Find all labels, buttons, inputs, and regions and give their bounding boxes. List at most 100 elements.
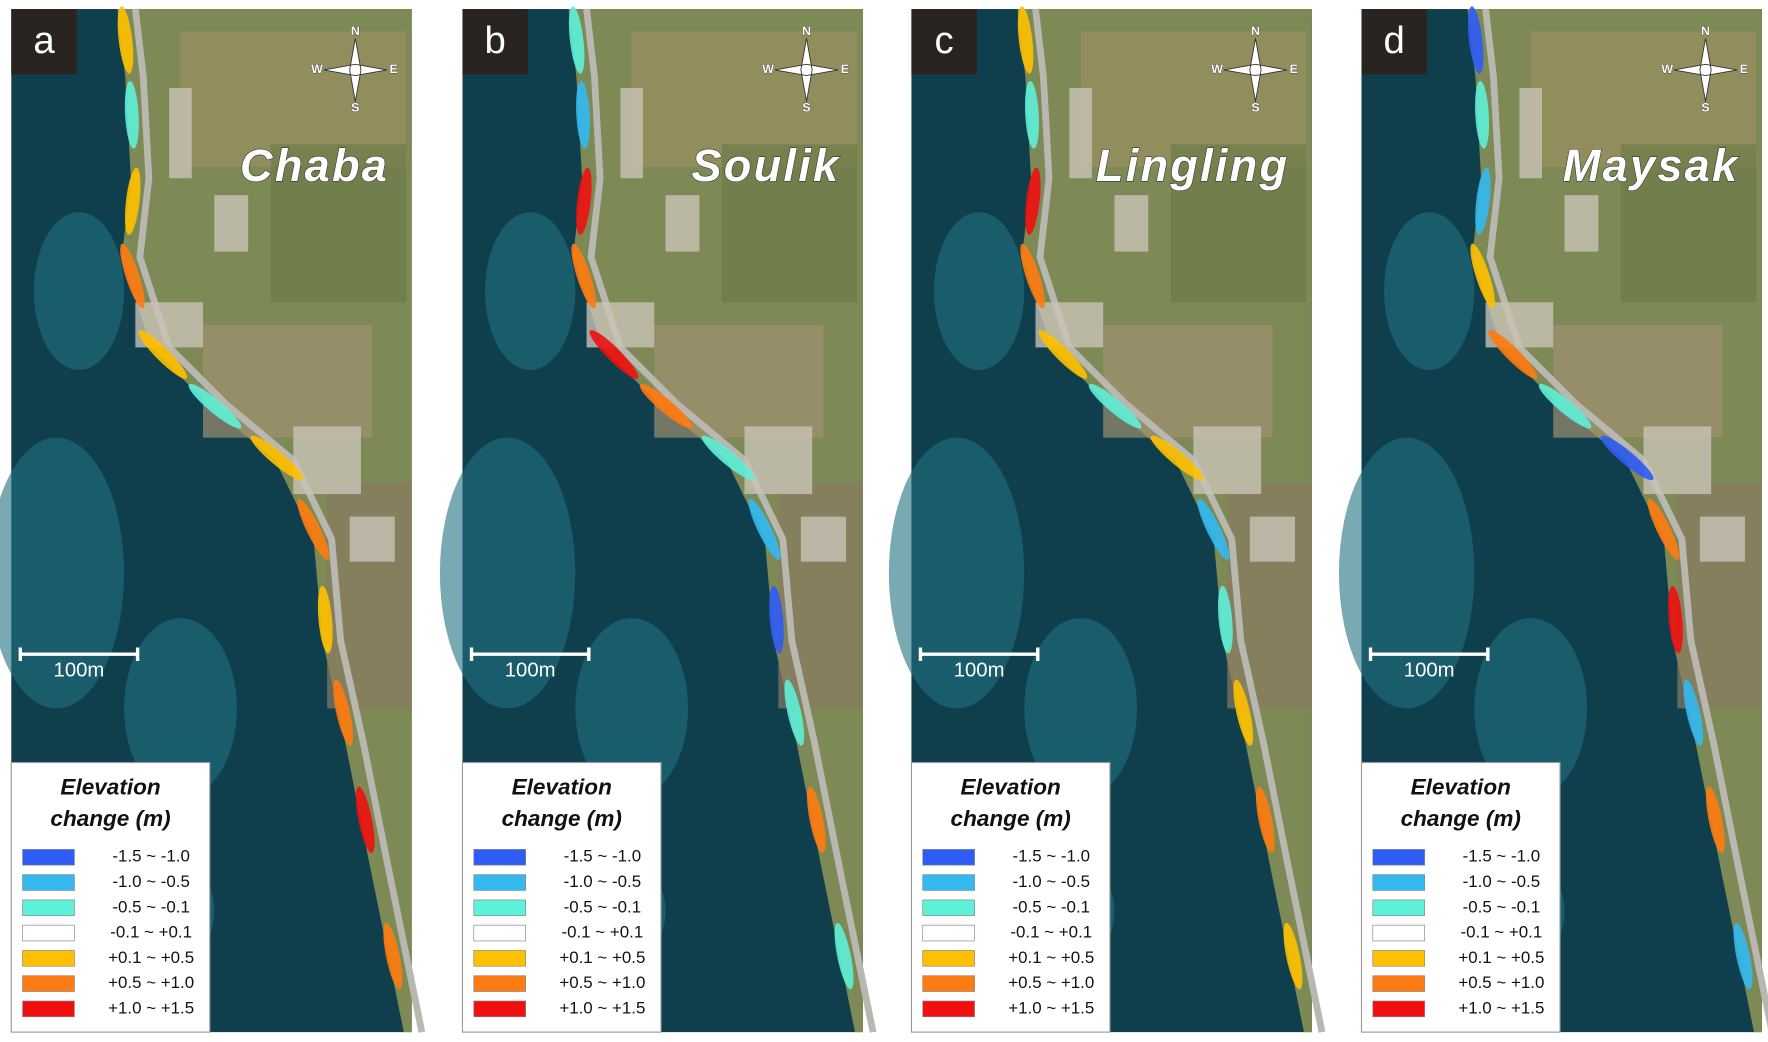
legend-item: +1.0 ~ +1.5 — [108, 998, 194, 1017]
building — [744, 426, 813, 495]
elevation-patch — [576, 167, 592, 235]
compass-s: S — [1251, 101, 1259, 115]
building — [800, 516, 846, 562]
elevation-patch — [1024, 80, 1039, 149]
shallow-water — [439, 437, 576, 709]
road — [1482, 8, 1768, 1030]
building — [214, 195, 249, 252]
shallow-water — [0, 437, 125, 709]
elevation-patch — [589, 330, 639, 379]
scale-bar-label: 100m — [505, 660, 556, 682]
legend-item: +0.5 ~ +1.0 — [1458, 973, 1544, 992]
building — [1114, 195, 1149, 252]
scale-bar — [1368, 647, 1490, 662]
building — [1249, 516, 1295, 562]
legend-item: +1.0 ~ +1.5 — [1008, 998, 1094, 1017]
building — [665, 195, 700, 252]
elevation-patch — [576, 80, 591, 149]
compass-e: E — [841, 62, 849, 76]
elevation-patch — [1470, 243, 1495, 309]
building — [1564, 195, 1599, 252]
storm-name: Chaba — [240, 140, 389, 191]
legend-title: Elevation — [961, 774, 1061, 799]
elevation-patch — [1038, 330, 1088, 379]
compass-n: N — [351, 24, 360, 38]
shallow-water — [933, 212, 1025, 370]
compass-s: S — [351, 101, 359, 115]
legend-item: -0.5 ~ -0.1 — [564, 897, 642, 916]
elevation-patch — [1025, 167, 1041, 235]
shallow-water — [33, 212, 125, 370]
map-panel: d Maysak N S W E 100m Elevation change (m) -1.5 ~… — [1338, 6, 1768, 1033]
elevation-patch — [250, 435, 304, 481]
shallow-water — [485, 212, 576, 370]
shallow-water — [575, 618, 689, 799]
elevation-patch — [124, 80, 139, 149]
legend-swatch — [22, 975, 75, 992]
elevation-patch — [124, 167, 141, 235]
panel-label: c — [935, 19, 954, 62]
shallow-water — [124, 618, 237, 799]
elevation-patch — [1150, 435, 1204, 481]
panel-label-box — [462, 9, 528, 75]
elevation-patch — [769, 585, 784, 654]
legend-item: -1.5 ~ -1.0 — [564, 847, 642, 866]
elevation-patch — [568, 6, 585, 74]
legend-item: -0.5 ~ -0.1 — [1013, 897, 1091, 916]
legend-item: +0.1 ~ +0.5 — [108, 948, 194, 967]
legend-item: -1.0 ~ -0.5 — [112, 872, 190, 891]
building — [293, 426, 361, 495]
elevation-patch — [701, 435, 755, 481]
legend-swatch — [473, 950, 526, 967]
compass-rose — [1673, 38, 1738, 102]
legend-item: -1.5 ~ -1.0 — [112, 847, 190, 866]
elevation-patch — [1475, 167, 1491, 235]
elevation-patch — [1218, 585, 1233, 654]
legend-title: change (m) — [50, 806, 170, 831]
compass-n: N — [1701, 24, 1710, 38]
panel-label: b — [485, 19, 506, 62]
legend-item: -0.1 ~ +0.1 — [110, 923, 192, 942]
compass-rose — [323, 38, 387, 102]
storm-name: Soulik — [691, 140, 840, 191]
elevation-patch — [1668, 585, 1683, 654]
field — [721, 144, 858, 303]
legend-swatch — [922, 924, 975, 942]
map-panel: c Lingling N S W E 100m Elevation change (m) -1.5… — [888, 6, 1326, 1033]
legend-item: -1.0 ~ -0.5 — [564, 872, 642, 891]
elevation-patch — [1255, 786, 1275, 853]
shallow-water — [1474, 618, 1588, 799]
legend-item: -1.0 ~ -0.5 — [1463, 872, 1541, 891]
compass-n: N — [802, 24, 811, 38]
shallow-water — [1384, 212, 1475, 370]
compass-e: E — [1740, 62, 1748, 76]
elevation-patch — [1283, 922, 1303, 990]
compass-w: W — [1661, 62, 1673, 76]
elevation-patch — [1475, 80, 1490, 149]
elevation-patch — [639, 383, 693, 429]
legend-swatch — [1372, 849, 1426, 866]
elevation-patch — [1647, 498, 1680, 560]
legend-swatch — [1372, 924, 1426, 942]
legend-swatch — [473, 975, 526, 992]
legend-swatch — [922, 950, 975, 967]
compass-rose — [774, 38, 839, 102]
scale-bar — [469, 647, 591, 662]
compass-s: S — [802, 101, 810, 115]
legend-swatch — [22, 1000, 75, 1018]
compass-w: W — [762, 62, 774, 76]
building — [1519, 87, 1542, 179]
building — [169, 87, 192, 179]
legend-swatch — [922, 849, 975, 866]
compass-rose — [1223, 38, 1288, 102]
elevation-patch — [1017, 6, 1034, 74]
panel-label-box — [11, 9, 77, 75]
building — [1193, 426, 1262, 495]
building — [1699, 516, 1746, 562]
panel-label-box — [1361, 9, 1427, 75]
elevation-patch — [571, 243, 596, 309]
elevation-patch — [355, 786, 375, 853]
elevation-patch — [834, 922, 854, 990]
panel-label: a — [33, 19, 55, 62]
map-panel: b Soulik N S W E 100m Elevation change (m) -1.5 ~… — [439, 6, 877, 1033]
